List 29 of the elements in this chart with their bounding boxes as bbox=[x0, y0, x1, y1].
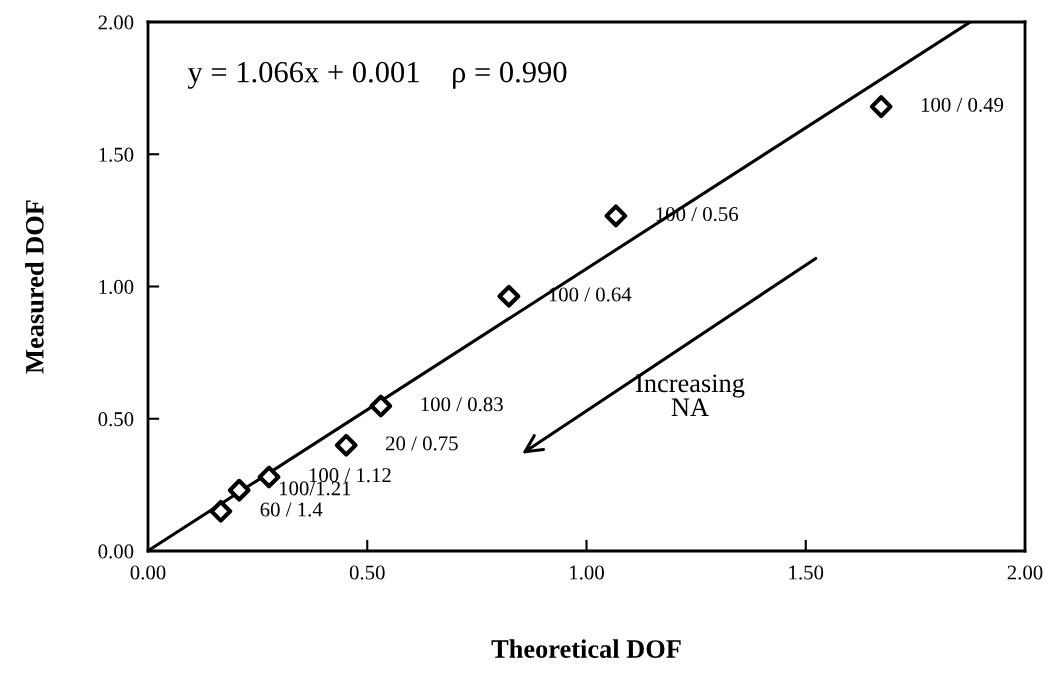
point bbox=[257, 465, 281, 489]
point bbox=[869, 95, 893, 119]
point bbox=[227, 478, 251, 502]
x-tick-label: 2.00 bbox=[1007, 565, 1043, 580]
annotation: Increasing NA bbox=[635, 374, 745, 416]
point bbox=[497, 284, 521, 308]
annotation: 100/1.21 bbox=[279, 481, 351, 496]
annotation: 100 / 0.49 bbox=[921, 97, 1004, 112]
x-tick-label: 0.50 bbox=[349, 565, 385, 580]
y-tick-label: 0.50 bbox=[98, 412, 134, 427]
y-tick-label: 2.00 bbox=[98, 15, 134, 30]
y-tick-label: 1.50 bbox=[99, 147, 134, 162]
annotation: 20 / 0.75 bbox=[386, 436, 458, 451]
y-axis-title: Measured DOF bbox=[25, 200, 44, 374]
x-axis-title: Theoretical DOF bbox=[491, 639, 681, 658]
annotation: 100 / 0.83 bbox=[421, 397, 503, 412]
point bbox=[604, 204, 628, 228]
y-tick-label: 1.00 bbox=[99, 279, 134, 295]
annotation: 100 / 0.64 bbox=[549, 287, 632, 302]
annotation: 60 / 1.4 bbox=[260, 502, 323, 517]
point bbox=[334, 433, 358, 457]
annotation: y = 1.066x + 0.001 ρ = 0.990 bbox=[187, 61, 567, 89]
point bbox=[209, 499, 233, 523]
point bbox=[369, 394, 393, 418]
y-tick-label: 0.00 bbox=[98, 544, 134, 559]
x-tick-label: 0.00 bbox=[130, 565, 166, 580]
annotation: 100 / 1.12 bbox=[309, 468, 391, 483]
x-tick-label: 1.50 bbox=[789, 565, 824, 580]
x-tick-label: 1.00 bbox=[570, 565, 604, 580]
